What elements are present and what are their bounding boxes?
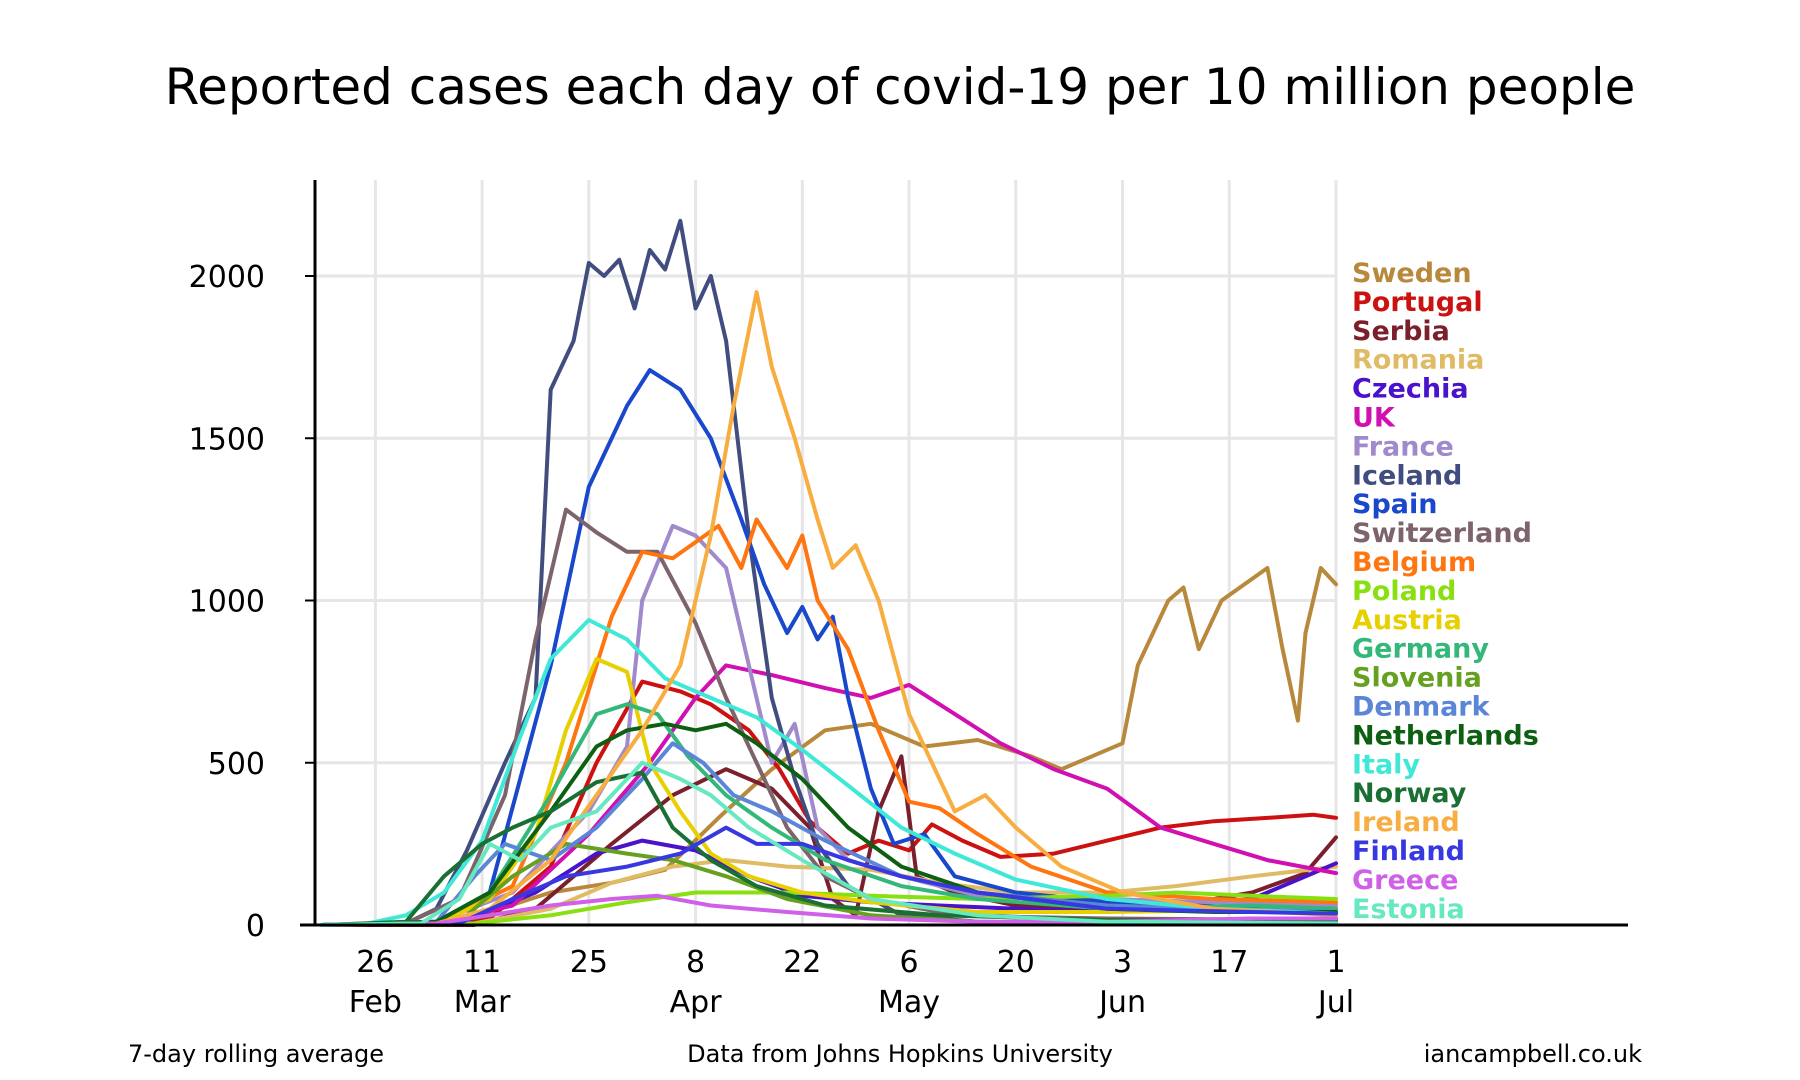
- series-line-iceland: [320, 218, 1338, 927]
- x-tick-labels: 26 Feb 11 Mar 25 8 Apr 22 6 May 20 3 Jun 17 1 Jul: [349, 945, 1354, 1020]
- x-tick-month-2020-02-26: Feb: [349, 985, 402, 1020]
- legend-item-serbia: Serbia: [1352, 316, 1450, 347]
- x-tick-label-2020-04-22: 22: [783, 945, 821, 980]
- series-line-germany: [320, 702, 1338, 927]
- y-tick-labels: 0 500 1000 1500 2000: [189, 260, 265, 944]
- legend-item-switzerland: Switzerland: [1352, 518, 1532, 549]
- legend-item-portugal: Portugal: [1352, 287, 1483, 318]
- footer-data-source: Data from Johns Hopkins University: [687, 1040, 1113, 1068]
- chart-title: Reported cases each day of covid-19 per …: [164, 58, 1636, 116]
- x-tick-label-2020-02-26: 26: [356, 945, 394, 980]
- legend-item-iceland: Iceland: [1352, 460, 1462, 491]
- legend-item-netherlands: Netherlands: [1352, 720, 1539, 751]
- series-line-estonia: [320, 760, 1338, 927]
- x-tick-label-2020-04-08: 8: [686, 945, 705, 980]
- legend-item-estonia: Estonia: [1352, 894, 1465, 925]
- grid-lines: [315, 180, 1338, 925]
- legend-item-spain: Spain: [1352, 489, 1437, 520]
- series-line-norway: [320, 770, 1338, 927]
- series-line-portugal: [320, 679, 1338, 927]
- x-tick-label-2020-05-20: 20: [997, 945, 1035, 980]
- series-line-switzerland: [320, 507, 1338, 927]
- x-tick-month-2020-05-06: May: [878, 985, 940, 1020]
- y-tick-label-0: 0: [246, 909, 265, 944]
- x-tick-month-2020-03-11: Mar: [454, 985, 511, 1020]
- footer-credit: iancampbell.co.uk: [1423, 1040, 1642, 1068]
- footer-note-rolling-average: 7-day rolling average: [128, 1040, 385, 1068]
- legend-item-ireland: Ireland: [1352, 807, 1460, 838]
- x-tick-month-2020-06-03: Jun: [1097, 985, 1146, 1020]
- legend-item-poland: Poland: [1352, 576, 1456, 607]
- legend-item-greece: Greece: [1352, 865, 1458, 896]
- x-tick-label-2020-06-03: 3: [1113, 945, 1132, 980]
- x-tick-label-2020-07-01: 1: [1326, 945, 1345, 980]
- series-line-france: [320, 523, 1338, 927]
- series-line-spain: [320, 368, 1338, 927]
- legend-item-belgium: Belgium: [1352, 547, 1476, 578]
- series-line-poland: [320, 890, 1338, 927]
- legend-item-germany: Germany: [1352, 634, 1489, 665]
- series-line-italy: [320, 618, 1338, 927]
- legend: SwedenPortugalSerbiaRomaniaCzechiaUKFran…: [1352, 258, 1539, 925]
- x-tick-month-2020-07-01: Jul: [1316, 985, 1354, 1020]
- y-tick-label-500: 500: [208, 747, 265, 782]
- x-tick-month-2020-04-08: Apr: [670, 985, 723, 1020]
- x-tick-label-2020-05-06: 6: [900, 945, 919, 980]
- series-lines: [320, 218, 1338, 927]
- legend-item-romania: Romania: [1352, 345, 1484, 376]
- legend-item-austria: Austria: [1352, 605, 1462, 636]
- axes: [300, 180, 1628, 927]
- legend-item-italy: Italy: [1352, 749, 1420, 780]
- y-tick-label-1500: 1500: [189, 422, 265, 457]
- legend-item-uk: UK: [1352, 403, 1396, 434]
- legend-item-finland: Finland: [1352, 836, 1465, 867]
- legend-item-slovenia: Slovenia: [1352, 663, 1482, 694]
- series-line-ireland: [320, 290, 1338, 927]
- legend-item-norway: Norway: [1352, 778, 1467, 809]
- x-tick-label-2020-03-11: 11: [463, 945, 501, 980]
- x-tick-label-2020-03-25: 25: [570, 945, 608, 980]
- legend-item-sweden: Sweden: [1352, 258, 1472, 289]
- series-line-finland: [320, 825, 1338, 927]
- x-tick-label-2020-06-17: 17: [1210, 945, 1248, 980]
- y-tick-label-2000: 2000: [189, 260, 265, 295]
- legend-item-denmark: Denmark: [1352, 692, 1491, 723]
- legend-item-france: France: [1352, 431, 1454, 462]
- series-line-belgium: [320, 517, 1338, 927]
- y-tick-label-1000: 1000: [189, 585, 265, 620]
- legend-item-czechia: Czechia: [1352, 374, 1469, 405]
